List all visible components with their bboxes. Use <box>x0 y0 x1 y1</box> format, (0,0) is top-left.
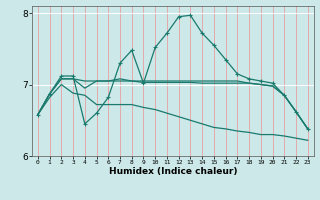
X-axis label: Humidex (Indice chaleur): Humidex (Indice chaleur) <box>108 167 237 176</box>
